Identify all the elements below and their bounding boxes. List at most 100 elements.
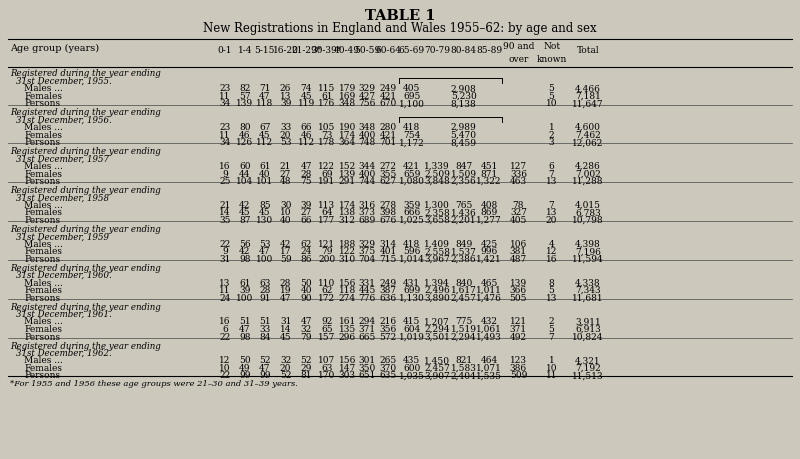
Text: 2,496: 2,496 — [424, 285, 450, 295]
Text: New Registrations in England and Wales 1955–62: by age and sex: New Registrations in England and Wales 1… — [203, 22, 597, 35]
Text: Males ...: Males ... — [24, 123, 63, 132]
Text: 13: 13 — [546, 293, 558, 302]
Text: 46: 46 — [239, 130, 250, 140]
Text: 78: 78 — [513, 200, 524, 209]
Text: 405: 405 — [403, 84, 420, 93]
Text: 177: 177 — [318, 215, 335, 224]
Text: 5: 5 — [549, 84, 554, 93]
Text: 161: 161 — [338, 317, 356, 326]
Text: 135: 135 — [338, 324, 356, 333]
Text: 16: 16 — [219, 162, 230, 171]
Text: 1,277: 1,277 — [476, 215, 502, 224]
Text: 50: 50 — [301, 278, 312, 287]
Text: 10: 10 — [280, 208, 291, 217]
Text: 13: 13 — [219, 278, 230, 287]
Text: 70-79: 70-79 — [424, 46, 450, 56]
Text: 86: 86 — [301, 254, 312, 263]
Text: 13: 13 — [546, 177, 558, 186]
Text: 381: 381 — [510, 246, 527, 256]
Text: 1: 1 — [549, 355, 554, 364]
Text: 156: 156 — [338, 355, 356, 364]
Text: 147: 147 — [338, 363, 356, 372]
Text: Females: Females — [24, 169, 62, 178]
Text: 408: 408 — [481, 200, 498, 209]
Text: 112: 112 — [256, 138, 274, 147]
Text: 63: 63 — [259, 278, 270, 287]
Text: 42: 42 — [239, 246, 250, 256]
Text: 294: 294 — [358, 317, 376, 326]
Text: 7,181: 7,181 — [575, 91, 601, 101]
Text: 572: 572 — [379, 332, 397, 341]
Text: 39: 39 — [301, 200, 312, 209]
Text: 91: 91 — [259, 293, 270, 302]
Text: 651: 651 — [358, 370, 376, 380]
Text: 350: 350 — [358, 363, 376, 372]
Text: 34: 34 — [219, 99, 230, 108]
Text: 4,338: 4,338 — [575, 278, 601, 287]
Text: 871: 871 — [481, 169, 498, 178]
Text: 249: 249 — [379, 84, 397, 93]
Text: 39: 39 — [280, 99, 291, 108]
Text: 27: 27 — [301, 208, 312, 217]
Text: 840: 840 — [455, 278, 472, 287]
Text: 451: 451 — [481, 162, 498, 171]
Text: 99: 99 — [239, 370, 250, 380]
Text: 51: 51 — [239, 317, 250, 326]
Text: 101: 101 — [256, 177, 274, 186]
Text: 1,535: 1,535 — [476, 370, 502, 380]
Text: 156: 156 — [338, 278, 356, 287]
Text: 465: 465 — [481, 278, 498, 287]
Text: 20: 20 — [280, 363, 291, 372]
Text: 110: 110 — [318, 278, 335, 287]
Text: 11: 11 — [546, 370, 558, 380]
Text: 104: 104 — [236, 177, 254, 186]
Text: 386: 386 — [510, 363, 527, 372]
Text: 765: 765 — [455, 200, 472, 209]
Text: 174: 174 — [338, 130, 356, 140]
Text: 776: 776 — [358, 293, 376, 302]
Text: 272: 272 — [379, 162, 397, 171]
Text: 3: 3 — [549, 138, 554, 147]
Text: 2,294: 2,294 — [450, 332, 477, 341]
Text: 2,386: 2,386 — [450, 254, 477, 263]
Text: 371: 371 — [358, 324, 376, 333]
Text: 5: 5 — [549, 324, 554, 333]
Text: 6: 6 — [222, 324, 228, 333]
Text: 14: 14 — [280, 324, 291, 333]
Text: 122: 122 — [338, 246, 356, 256]
Text: Persons: Persons — [24, 332, 60, 341]
Text: Females: Females — [24, 246, 62, 256]
Text: 7: 7 — [549, 169, 554, 178]
Text: 169: 169 — [338, 91, 356, 101]
Text: 1,130: 1,130 — [398, 293, 425, 302]
Text: 79: 79 — [321, 246, 333, 256]
Text: 1,421: 1,421 — [476, 254, 502, 263]
Text: 52: 52 — [280, 370, 291, 380]
Text: 11: 11 — [219, 130, 230, 140]
Text: 45: 45 — [259, 130, 270, 140]
Text: 715: 715 — [379, 254, 397, 263]
Text: 1,394: 1,394 — [424, 278, 450, 287]
Text: 92: 92 — [321, 317, 333, 326]
Text: 47: 47 — [301, 317, 312, 326]
Text: 22: 22 — [219, 239, 230, 248]
Text: 39: 39 — [239, 285, 250, 295]
Text: 122: 122 — [318, 162, 335, 171]
Text: 2,457: 2,457 — [450, 293, 477, 302]
Text: 775: 775 — [455, 317, 472, 326]
Text: 90 and: 90 and — [502, 42, 534, 51]
Text: 106: 106 — [510, 239, 527, 248]
Text: 191: 191 — [318, 177, 335, 186]
Text: 98: 98 — [239, 332, 250, 341]
Text: 45: 45 — [280, 332, 291, 341]
Text: 50-59: 50-59 — [354, 46, 380, 56]
Text: 113: 113 — [318, 200, 335, 209]
Text: 56: 56 — [239, 239, 250, 248]
Text: 130: 130 — [256, 215, 274, 224]
Text: 463: 463 — [510, 177, 527, 186]
Text: 7,192: 7,192 — [575, 363, 601, 372]
Text: 1,019: 1,019 — [398, 332, 425, 341]
Text: TABLE 1: TABLE 1 — [365, 9, 435, 23]
Text: 216: 216 — [379, 317, 397, 326]
Text: 22: 22 — [219, 332, 230, 341]
